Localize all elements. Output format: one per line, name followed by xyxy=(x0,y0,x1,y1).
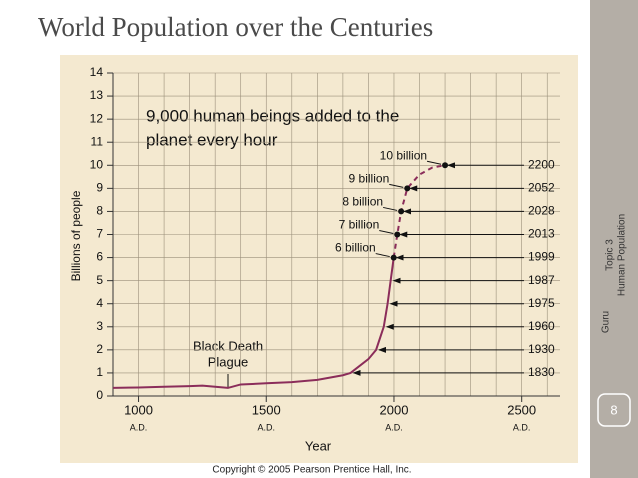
annotation: planet every hour xyxy=(146,130,278,149)
y-tick-label: 10 xyxy=(90,157,104,171)
x-tick-sublabel: A.D. xyxy=(257,422,275,432)
billion-pointer xyxy=(375,253,390,258)
page-number-box xyxy=(597,393,631,427)
event-label: Plague xyxy=(208,354,248,369)
milestone-year: 1987 xyxy=(528,273,555,287)
billion-pointer xyxy=(379,230,394,234)
population-line xyxy=(112,257,395,389)
y-tick-label: 2 xyxy=(96,342,103,356)
copyright: Copyright © 2005 Pearson Prentice Hall, … xyxy=(212,465,411,476)
milestone-year: 1930 xyxy=(528,342,555,356)
billion-label: 7 billion xyxy=(339,218,380,232)
x-tick-label: 1500 xyxy=(252,402,281,417)
milestone-dot xyxy=(394,231,401,238)
y-tick-label: 11 xyxy=(91,134,104,148)
y-tick-label: 8 xyxy=(96,204,103,218)
y-tick-label: 13 xyxy=(90,88,104,102)
billion-label: 9 billion xyxy=(349,172,390,186)
y-tick-label: 0 xyxy=(96,388,103,402)
billion-pointer xyxy=(389,183,404,188)
author: Guru xyxy=(601,311,612,333)
annotation: 9,000 human beings added to the xyxy=(146,106,399,125)
y-tick-label: 9 xyxy=(96,181,103,195)
x-tick-sublabel: A.D. xyxy=(385,422,403,432)
milestone-year: 1975 xyxy=(528,296,555,310)
billion-label: 6 billion xyxy=(335,241,376,255)
milestone-year: 2200 xyxy=(528,157,555,171)
billion-pointer xyxy=(426,160,442,165)
billion-label: 8 billion xyxy=(342,195,383,209)
y-tick-label: 14 xyxy=(90,65,104,79)
population-line xyxy=(392,164,446,258)
milestone-year: 2013 xyxy=(528,227,555,241)
x-tick-label: 2000 xyxy=(380,402,409,417)
x-tick-sublabel: A.D. xyxy=(513,422,531,432)
page-number: 8 xyxy=(610,402,617,417)
milestone-dot xyxy=(442,162,449,169)
y-tick-label: 6 xyxy=(96,250,103,264)
milestone-dot xyxy=(398,208,405,215)
x-axis-label: Year xyxy=(305,438,332,453)
billion-pointer xyxy=(383,206,398,211)
topic: Topic 3 xyxy=(605,239,616,271)
y-tick-label: 3 xyxy=(96,319,103,333)
milestone-dot xyxy=(390,254,397,261)
y-tick-label: 4 xyxy=(96,296,103,310)
milestone-year: 1830 xyxy=(528,365,555,379)
milestone-year: 1999 xyxy=(528,250,555,264)
x-tick-sublabel: A.D. xyxy=(130,422,148,432)
billion-label: 10 billion xyxy=(380,148,427,162)
slide-title: World Population over the Centuries xyxy=(38,12,433,42)
y-tick-label: 1 xyxy=(96,365,103,379)
y-axis-label: Billions of people xyxy=(69,190,83,281)
y-tick-label: 7 xyxy=(96,227,103,241)
chart-background xyxy=(60,55,578,463)
y-tick-label: 5 xyxy=(96,273,103,287)
milestone-dot xyxy=(404,185,411,192)
milestone-year: 1960 xyxy=(528,319,555,333)
topic-subtitle: Human Population xyxy=(617,214,628,296)
event-label: Black Death xyxy=(193,338,263,353)
y-tick-label: 12 xyxy=(90,111,104,125)
x-tick-label: 1000 xyxy=(124,402,153,417)
milestone-year: 2028 xyxy=(528,204,555,218)
milestone-year: 2052 xyxy=(528,181,555,195)
x-tick-label: 2500 xyxy=(507,402,536,417)
